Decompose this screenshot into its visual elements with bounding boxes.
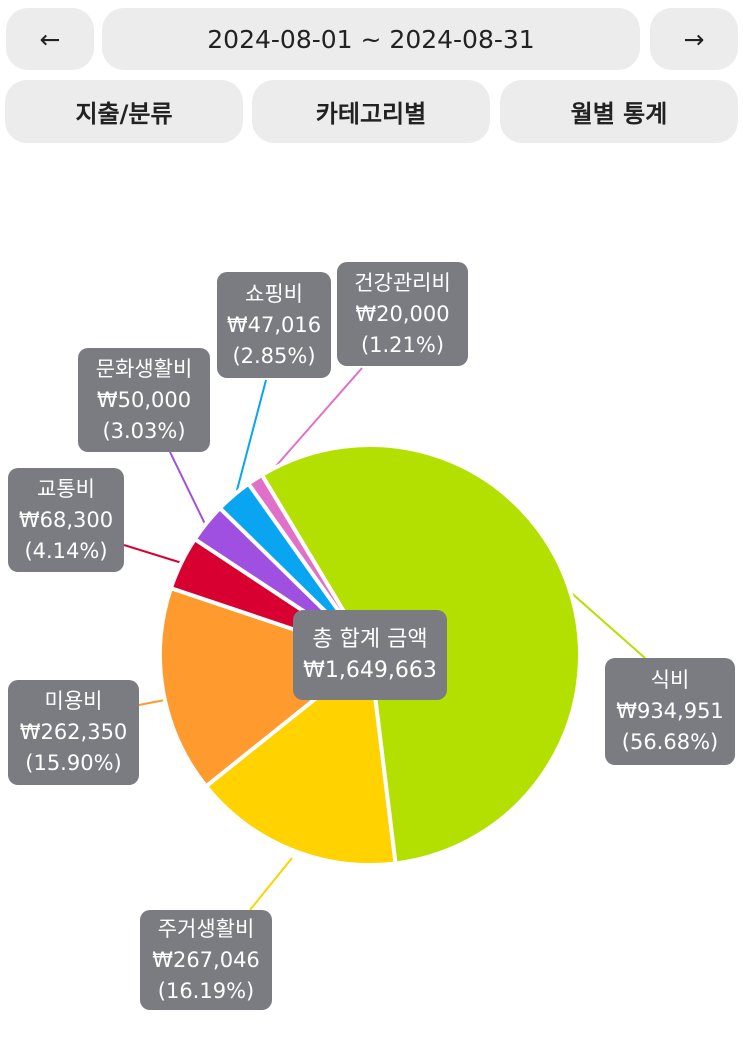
total-label: 총 합계 금액 ₩1,649,663 [293,610,447,700]
slice-label-percent-label: (16.19%) [157,978,255,1003]
slice-label-amount: ₩262,350 [19,720,128,744]
next-period-button[interactable]: → [650,8,738,70]
slice-label: 문화생활비 ₩50,000 (3.03%) [78,348,210,452]
slice-label-name: 미용비 [44,689,103,713]
slice-label: 건강관리비 ₩20,000 (1.21%) [337,262,468,366]
slice-label-percent-label: (1.21%) [360,332,445,357]
slice-label: 교통비 ₩68,300 (4.14%) [8,468,124,572]
slice-label-percent-label: (15.90%) [25,751,122,775]
slice-label-name: 식비 [650,668,690,692]
pie-slice-1[interactable] [203,651,398,867]
slice-label-amount: ₩50,000 [96,387,192,412]
leader-line-3 [123,544,183,564]
slice-label: 식비 ₩934,951 (56.68%) [605,658,735,765]
leader-line-4 [169,451,207,527]
slice-label-name: 주거생활비 [157,916,255,941]
prev-period-button[interactable]: ← [6,8,94,70]
slice-label-amount: ₩20,000 [355,301,450,326]
slice-label-percent-label: (4.14%) [24,538,108,563]
slice-label-percent-label: (56.68%) [621,730,719,754]
slice-label: 주거생활비 ₩267,046 (16.19%) [140,910,272,1010]
tab-expense-category[interactable]: 지출/분류 [5,80,243,143]
slice-label-name: 건강관리비 [354,270,451,295]
date-range-button[interactable]: 2024-08-01 ~ 2024-08-31 [102,8,640,70]
slice-label-percent-label: (3.03%) [102,418,186,443]
slice-label-amount: ₩68,300 [18,507,114,532]
total-amount: ₩1,649,663 [303,658,437,683]
slice-label-amount: ₩47,016 [226,312,322,337]
slice-label: 미용비 ₩262,350 (15.90%) [8,680,139,785]
tab-monthly-stats[interactable]: 월별 통계 [500,80,738,143]
leader-line-6 [261,367,363,483]
slice-label-amount: ₩267,046 [152,947,260,972]
slice-label: 쇼핑비 ₩47,016 (2.85%) [217,272,331,378]
slice-label-percent-label: (2.85%) [232,343,316,368]
slice-label-name: 쇼핑비 [245,281,303,306]
leader-line-2 [138,699,166,706]
tab-by-category[interactable]: 카테고리별 [252,80,490,143]
total-title: 총 합계 금액 [312,627,428,652]
slice-label-amount: ₩934,951 [616,699,724,723]
slice-label-name: 교통비 [37,476,95,501]
leader-line-1 [249,857,293,911]
leader-line-0 [567,589,646,659]
pie-slice-6[interactable] [245,472,372,657]
slice-label-name: 문화생활비 [95,356,193,381]
leader-line-5 [235,379,267,495]
